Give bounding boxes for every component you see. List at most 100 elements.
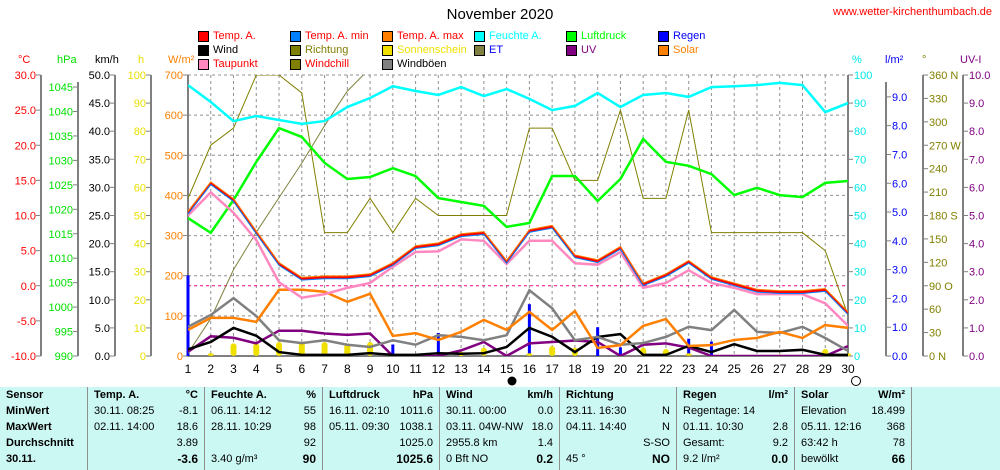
x-tick-label: 12: [432, 362, 446, 376]
rain-tick-label: 6.0: [892, 178, 907, 190]
legend-item: Regen: [658, 30, 705, 42]
chart-title: November 2020: [446, 6, 554, 23]
table-row: 30.11. 08:25 -8.1: [88, 403, 204, 419]
x-tick-label: 8: [344, 362, 351, 376]
legend-label: Windböen: [397, 58, 447, 70]
x-tick-label: 2: [207, 362, 214, 376]
table-row: MinWert: [0, 403, 87, 419]
cell-label: 45 °: [566, 453, 586, 465]
cell-label: MinWert: [6, 405, 50, 417]
legend-item: Richtung: [290, 44, 348, 56]
uv-tick-label: 9.0: [969, 98, 984, 110]
cell-label: 30.11. 00:00: [446, 405, 507, 417]
sunshine-bar: [276, 341, 283, 356]
legend-swatch: [198, 44, 209, 56]
direction-tick-label: 150: [929, 234, 947, 246]
table-row: 28.11. 10:29 98: [205, 419, 322, 435]
cell-label: 05.11. 12:16: [801, 421, 862, 433]
cell-value: 98: [303, 421, 316, 433]
table-row: Temp. A. °C: [88, 387, 204, 403]
humidity-tick-label: 90: [854, 98, 866, 110]
pressure-tick-label: 1035: [49, 131, 73, 143]
legend-swatch: [474, 30, 485, 42]
table-row: 16.11. 02:10 1011.6: [323, 403, 439, 419]
cell-label: Durchschnitt: [6, 437, 74, 449]
x-tick-label: 5: [276, 362, 283, 376]
temp-tick-label: 0.0: [21, 281, 36, 293]
legend-label: Temp. A. max: [397, 30, 464, 42]
table-column-richtung: Richtung 23.11. 16:30 N 04.11. 14:40 N S-SO 45…: [560, 387, 677, 470]
direction-tick-label: 330: [929, 93, 947, 105]
wind-tick-label: 20.0: [89, 239, 110, 251]
uv-tick-label: 8.0: [969, 126, 984, 138]
table-row: Feuchte A.%: [205, 387, 322, 403]
sunshine-tick-label: 0: [140, 351, 146, 363]
pressure-tick-label: 1020: [49, 204, 73, 216]
x-tick-label: 15: [500, 362, 514, 376]
direction-tick-label: 90 O: [929, 281, 953, 293]
pressure-axis-unit: hPa: [57, 54, 77, 66]
legend-swatch: [658, 44, 669, 56]
direction-tick-label: 60: [929, 304, 941, 316]
legend-item: Windböen: [382, 58, 447, 70]
cell-value: 1.4: [537, 437, 553, 449]
table-row: 3.40 g/m³ 90: [205, 451, 322, 467]
website-link[interactable]: www.wetter-kirchenthumbach.de: [833, 6, 992, 18]
cell-label: Sensor: [6, 389, 44, 401]
uv-tick-label: 3.0: [969, 267, 984, 279]
direction-tick-label: 360 N: [929, 70, 958, 82]
table-row: 63:42 h 78: [795, 435, 911, 451]
table-row: 30.11.: [0, 451, 87, 467]
table-row: 03.11. 04W-NW 18.0: [440, 419, 559, 435]
x-tick-label: 10: [386, 362, 400, 376]
cell-label: Regen: [683, 389, 717, 401]
direction-tick-label: 210: [929, 187, 947, 199]
cell-value: 0.0: [771, 452, 788, 466]
cell-value: 66: [891, 452, 905, 466]
sunshine-tick-label: 60: [134, 182, 146, 194]
table-row: 1025.6: [323, 451, 439, 467]
cell-value: W/m²: [878, 389, 905, 401]
table-row: Solar W/m²: [795, 387, 911, 403]
rain-bar: [618, 347, 622, 356]
cell-value: l/m²: [768, 389, 788, 401]
table-row: 05.11. 09:30 1038.1: [323, 419, 439, 435]
cell-value: 18.499: [871, 405, 905, 417]
cell-label: 30.11. 08:25: [94, 405, 155, 417]
sunshine-tick-label: 70: [134, 154, 146, 166]
temp-axis-unit: °C: [18, 54, 30, 66]
legend-label: Regen: [673, 30, 706, 42]
sunshine-tick-label: 80: [134, 126, 146, 138]
wind-tick-label: 50.0: [89, 70, 110, 82]
rain-tick-label: 2.0: [892, 293, 907, 305]
rain-tick-label: 7.0: [892, 149, 907, 161]
x-tick-label: 14: [477, 362, 491, 376]
cell-value: 1025.0: [399, 437, 433, 449]
legend-label: Feuchte A.: [489, 30, 542, 42]
legend-item: Temp. A. min: [290, 30, 369, 42]
sunshine-tick-label: 10: [134, 323, 146, 335]
humidity-tick-label: 10: [854, 323, 866, 335]
cell-label: MaxWert: [6, 421, 52, 433]
sunshine-bar: [298, 341, 305, 356]
table-row: 02.11. 14:00 18.6: [88, 419, 204, 435]
legend-swatch: [290, 30, 301, 42]
solar-tick-label: 700: [165, 70, 183, 82]
legend-label: Temp. A.: [213, 30, 256, 42]
rain-tick-label: 4.0: [892, 236, 907, 248]
solar-tick-label: 300: [165, 231, 183, 243]
sunshine-bar: [321, 341, 328, 356]
legend-item: Sonnenschein: [382, 44, 467, 56]
pressure-tick-label: 1025: [49, 180, 73, 192]
uv-tick-label: 1.0: [969, 323, 984, 335]
uv-tick-label: 2.0: [969, 295, 984, 307]
sunshine-tick-label: 40: [134, 239, 146, 251]
table-row: Luftdruck hPa: [323, 387, 439, 403]
x-tick-label: 17: [545, 362, 559, 376]
series-temp-a: [188, 181, 848, 315]
humidity-tick-label: 20: [854, 295, 866, 307]
row-labels-column: Sensor MinWert MaxWert Durchschnitt 30.11.: [0, 387, 88, 470]
cell-label: 9.2 l/m²: [683, 453, 720, 465]
cell-label: 05.11. 09:30: [329, 421, 390, 433]
sunshine-tick-label: 90: [134, 98, 146, 110]
